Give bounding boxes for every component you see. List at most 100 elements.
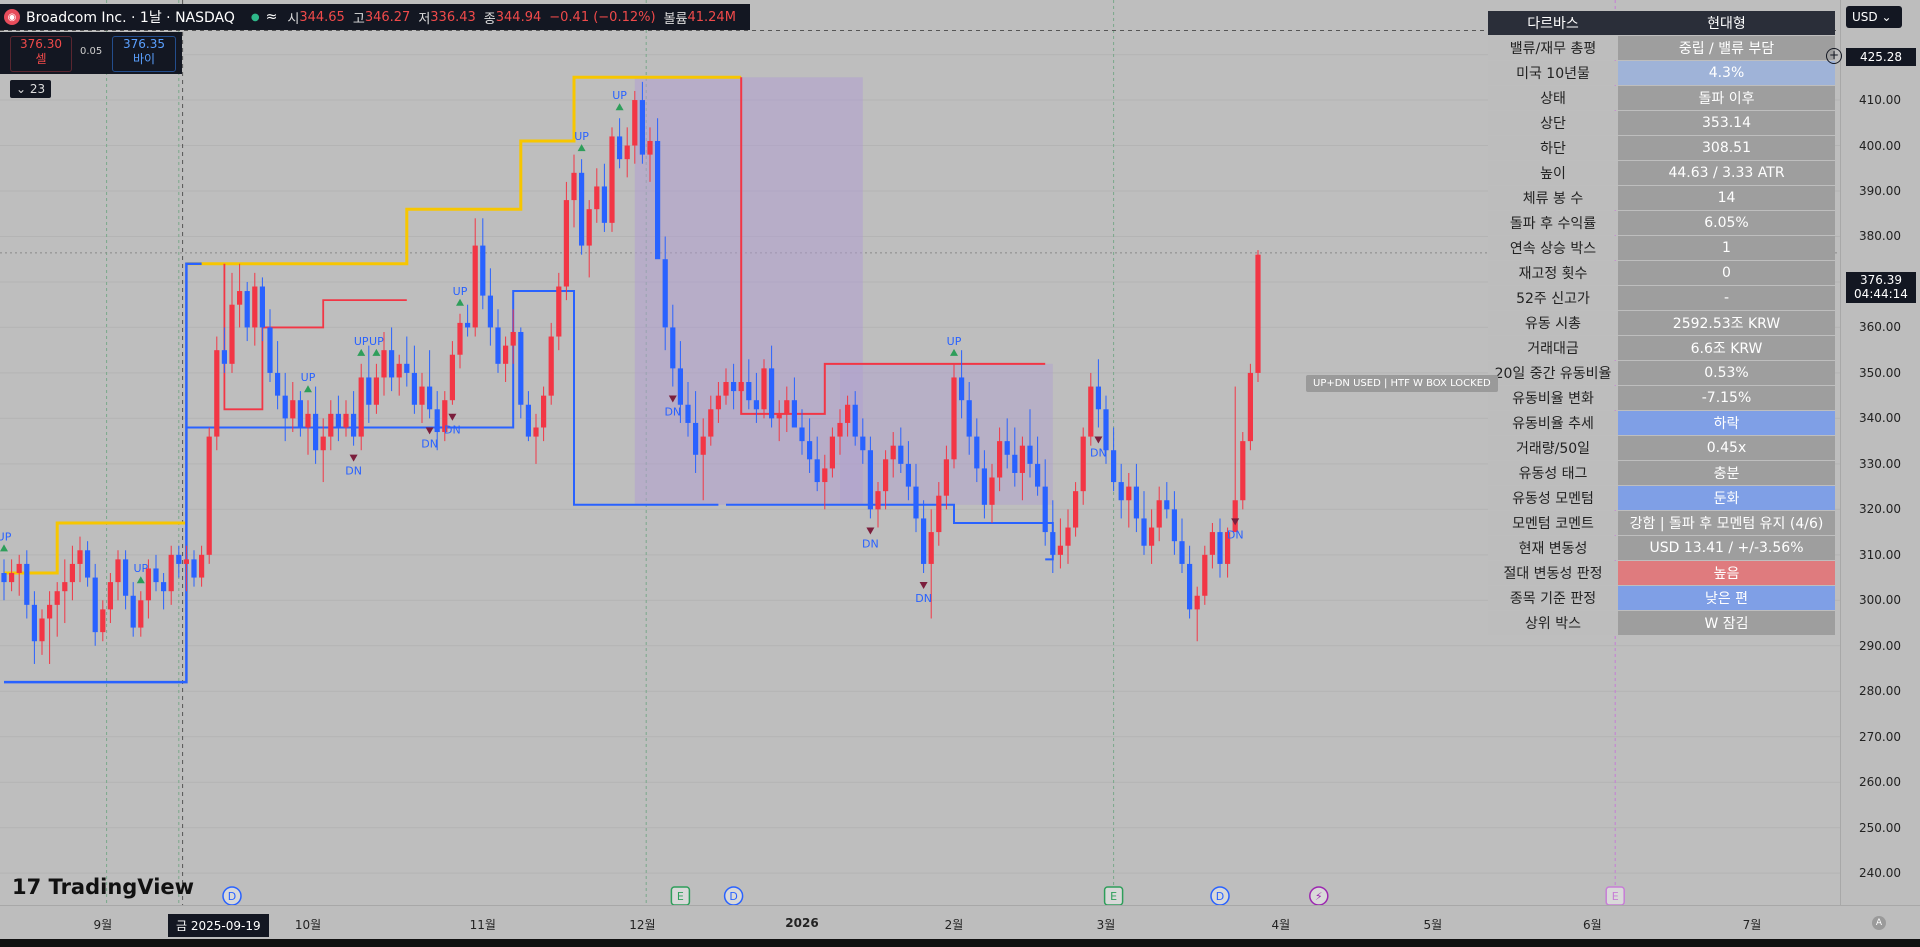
candle-body xyxy=(465,322,471,328)
time-axis[interactable]: 9월 10월 11월 12월 2026 2월 3월 4월 5월 6월 7월 xyxy=(0,905,1920,940)
candle-body xyxy=(1,573,7,583)
candle-body xyxy=(647,140,653,155)
buy-button[interactable]: 376.35 바이 xyxy=(112,36,176,72)
candle-body xyxy=(807,441,813,460)
candle-body xyxy=(1065,527,1071,546)
table-row: 모멘텀 코멘트 강함 | 돌파 후 모멘텀 유지 (4/6) xyxy=(1488,511,1835,535)
price-tick: 280.00 xyxy=(1859,684,1901,699)
dn-signal-label: DN xyxy=(862,537,879,550)
table-row: 거래량/50일 0.45x xyxy=(1488,436,1835,460)
event-marker[interactable]: E xyxy=(670,886,691,905)
event-marker[interactable]: D xyxy=(1210,886,1230,905)
symbol-title[interactable]: Broadcom Inc. · 1날 · NASDAQ xyxy=(26,10,235,26)
table-row: 돌파 후 수익률 6.05% xyxy=(1488,211,1835,235)
candle-body xyxy=(1187,563,1193,610)
candle-body xyxy=(1217,532,1223,564)
auto-scale-button[interactable]: A xyxy=(1872,916,1886,930)
darvas-bottom-line xyxy=(4,262,202,684)
symbol-legend[interactable]: ◉ Broadcom Inc. · 1날 · NASDAQ ● ≈ 시 344.6… xyxy=(0,4,750,30)
candle-body xyxy=(708,409,714,437)
candle-body xyxy=(746,382,752,401)
dn-signal-label: DN xyxy=(915,592,932,605)
table-row-label: 모멘텀 코멘트 xyxy=(1488,511,1618,535)
candle-body xyxy=(183,559,189,564)
candle-body xyxy=(1042,486,1048,533)
event-marker[interactable]: ⚡ xyxy=(1309,886,1329,905)
price-tick: 400.00 xyxy=(1859,138,1901,153)
last-price: 376.39 xyxy=(1860,273,1902,287)
candle-body xyxy=(1126,486,1132,501)
table-row-label: 연속 상승 박스 xyxy=(1488,236,1618,260)
market-status-icon: ● xyxy=(250,11,260,23)
candle-body xyxy=(928,532,934,564)
add-alert-plus-icon[interactable]: + xyxy=(1826,48,1842,64)
candle-body xyxy=(24,563,30,605)
candle-body xyxy=(161,582,167,592)
currency-selector[interactable]: USD ⌄ xyxy=(1846,6,1902,28)
candle-body xyxy=(320,436,326,451)
up-signal-label: UP xyxy=(301,371,316,384)
dn-signal-triangle xyxy=(668,395,677,403)
candle-body xyxy=(1035,463,1041,487)
svg-text:D: D xyxy=(1216,890,1224,903)
candle-body xyxy=(890,445,896,460)
candle-body xyxy=(639,100,645,155)
candle-body xyxy=(837,422,843,437)
candle-body xyxy=(799,427,805,442)
candle-body xyxy=(579,172,585,246)
svg-text:⚡: ⚡ xyxy=(1315,890,1323,903)
candle-body xyxy=(1133,486,1139,519)
candle-body xyxy=(1202,554,1208,596)
candle-body xyxy=(677,368,683,405)
candle-body xyxy=(252,286,258,328)
event-marker[interactable]: D xyxy=(723,886,744,905)
candle-body xyxy=(480,245,486,296)
candle-body xyxy=(913,486,919,519)
table-row: 거래대금 6.6조 KRW xyxy=(1488,336,1835,360)
dn-signal-triangle xyxy=(866,527,875,535)
table-row-label: 미국 10년물 xyxy=(1488,61,1618,85)
table-row-label: 현재 변동성 xyxy=(1488,536,1618,560)
event-marker[interactable]: D xyxy=(222,886,242,905)
candle-body xyxy=(822,468,828,483)
dn-signal-label: DN xyxy=(345,465,362,478)
candle-body xyxy=(624,145,630,160)
sell-button[interactable]: 376.30 셀 xyxy=(10,36,72,72)
tradingview-logo[interactable]: 17 TradingView xyxy=(12,875,194,899)
candle-body xyxy=(852,404,858,437)
dn-signal-label: DN xyxy=(664,406,681,419)
time-tick: 6월 xyxy=(1583,918,1602,932)
candle-body xyxy=(47,604,53,619)
candle-body xyxy=(1194,595,1200,610)
candle-body xyxy=(343,413,349,428)
up-signal-triangle xyxy=(456,298,464,306)
open-label: 시 xyxy=(287,11,300,27)
dn-signal-triangle xyxy=(1094,436,1103,444)
up-signal-label: UP xyxy=(369,335,384,348)
table-row-value: 0.53% xyxy=(1618,361,1835,385)
dn-signal-label: DN xyxy=(421,437,438,450)
candle-body xyxy=(31,604,37,642)
candle-body xyxy=(617,136,623,160)
buy-label: 바이 xyxy=(132,52,156,66)
candle-body xyxy=(601,186,607,223)
change-value: −0.41 (−0.12%) xyxy=(549,9,656,25)
svg-text:D: D xyxy=(729,890,737,903)
candle-body xyxy=(282,395,288,419)
table-row-label: 밸류/재무 총평 xyxy=(1488,36,1618,60)
svg-text:E: E xyxy=(1110,890,1117,903)
indicator-collapse-button[interactable]: ⌄ 23 xyxy=(10,80,52,98)
event-marker[interactable]: E xyxy=(1605,886,1625,905)
candle-body xyxy=(259,286,265,328)
candle-body xyxy=(404,363,410,373)
price-axis[interactable]: 240.00 250.00 260.00 270.00 280.00 290.00 300.… xyxy=(1840,0,1920,905)
candle-body xyxy=(1171,509,1177,542)
candle-body xyxy=(92,577,98,633)
candle-body xyxy=(153,568,159,583)
table-row: 20일 중간 유동비율 0.53% xyxy=(1488,361,1835,385)
up-signal-triangle xyxy=(357,348,366,356)
price-tick: 250.00 xyxy=(1859,820,1901,835)
time-tick: 2026 xyxy=(785,916,819,930)
event-marker[interactable]: E xyxy=(1103,886,1124,905)
